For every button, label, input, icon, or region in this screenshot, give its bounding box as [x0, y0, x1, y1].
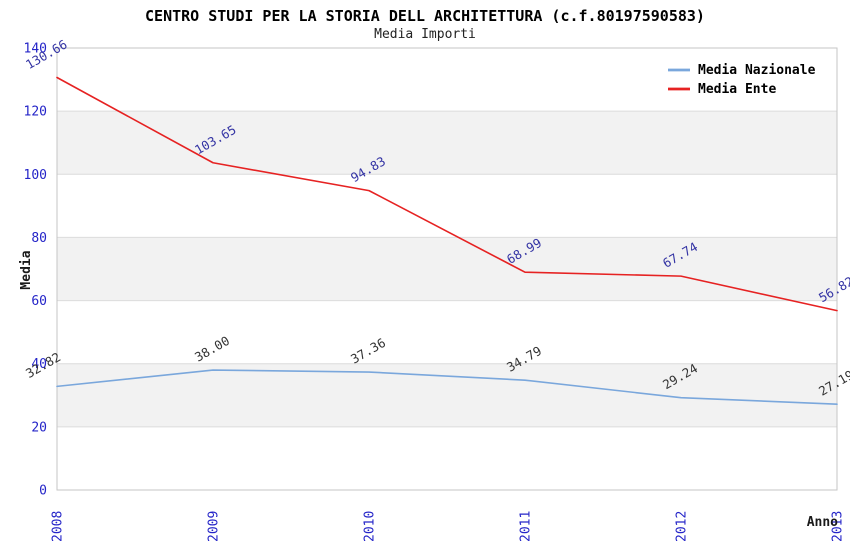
y-grid-band: [57, 363, 837, 427]
legend-item-label: Media Nazionale: [698, 63, 816, 78]
x-tick-label: 2009: [207, 511, 222, 542]
legend-item-label: Media Ente: [698, 82, 776, 97]
x-tick-label: 2008: [51, 511, 66, 542]
x-tick-label: 2012: [675, 511, 690, 542]
chart-title: CENTRO STUDI PER LA STORIA DELL ARCHITET…: [145, 7, 705, 25]
series-line-media-ente: [56, 76, 838, 312]
plot-border: [56, 47, 838, 491]
chart-subtitle: Media Importi: [374, 27, 476, 42]
y-tick-label: 40: [31, 357, 47, 372]
y-grid-band: [57, 111, 837, 175]
y-axis-label: Media: [19, 250, 34, 289]
y-grid-band: [57, 174, 837, 238]
y-tick-label: 20: [31, 420, 47, 435]
y-tick-label: 80: [31, 231, 47, 246]
x-tick-label: 2013: [831, 511, 846, 542]
y-grid-band: [57, 237, 837, 301]
y-tick-label: 100: [24, 168, 47, 183]
legend-box: [648, 56, 836, 104]
y-tick-label: 0: [39, 484, 47, 499]
y-tick-label: 60: [31, 294, 47, 309]
y-tick-label: 140: [24, 42, 47, 57]
y-grid-band: [57, 426, 837, 490]
y-tick-label: 120: [24, 105, 47, 120]
series-line-media-nazionale: [56, 369, 838, 405]
x-axis-label: Anno: [807, 515, 838, 530]
x-tick-label: 2011: [519, 511, 534, 542]
y-grid-band: [57, 300, 837, 364]
x-tick-label: 2010: [363, 511, 378, 542]
